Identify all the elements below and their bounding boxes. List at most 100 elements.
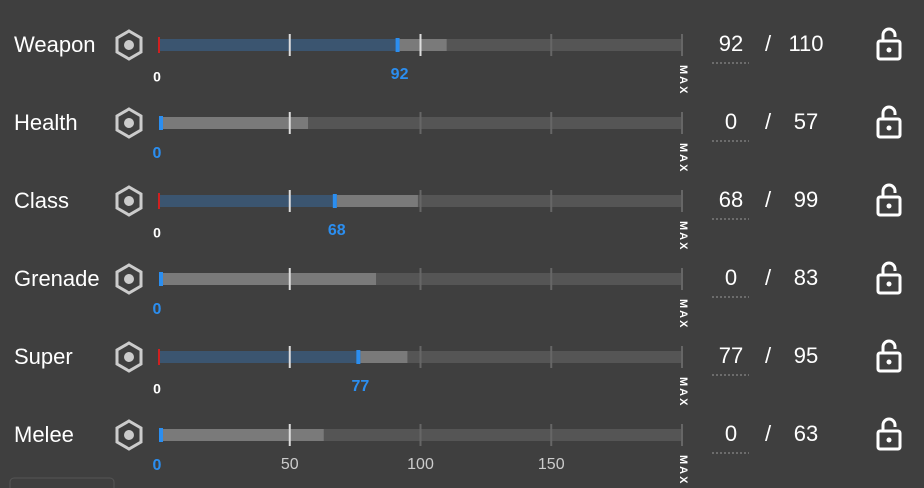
separator: / — [765, 421, 772, 446]
max-label: MAX — [677, 65, 689, 95]
value-label: 0 — [153, 457, 162, 474]
lock-hole — [886, 359, 892, 365]
icon-shape — [115, 107, 143, 139]
lock-shackle — [881, 417, 897, 431]
icon-shape — [115, 185, 143, 217]
bar-value — [159, 195, 337, 207]
current-value: 77 — [719, 343, 743, 368]
value-label: 0 — [153, 145, 162, 162]
value-marker — [356, 350, 361, 364]
stat-name: Grenade — [14, 266, 100, 291]
current-value: 68 — [719, 187, 743, 212]
icon-dot — [124, 274, 134, 284]
lock-body — [876, 351, 902, 373]
lock-body — [876, 195, 902, 217]
lock-body — [876, 273, 902, 295]
max-label: MAX — [677, 143, 689, 173]
max-value: 99 — [794, 187, 818, 212]
lock-button[interactable] — [876, 417, 902, 451]
icon-shape — [115, 263, 143, 295]
lock-body — [876, 39, 902, 61]
lock-shackle — [881, 261, 897, 275]
value-label: 77 — [351, 378, 369, 395]
value-marker — [159, 428, 163, 442]
bar-value — [159, 39, 400, 51]
value-label: 0 — [153, 301, 162, 318]
icon-dot — [124, 352, 134, 362]
separator: / — [765, 265, 772, 290]
lock-button[interactable] — [876, 261, 902, 295]
separator: / — [765, 343, 772, 368]
icon-shape — [115, 29, 143, 61]
current-value: 0 — [725, 109, 737, 134]
icon-dot — [124, 40, 134, 50]
lock-shackle — [881, 27, 897, 41]
lock-hole — [886, 203, 892, 209]
lock-button[interactable] — [876, 105, 902, 139]
icon-shape — [115, 341, 143, 373]
lock-body — [876, 429, 902, 451]
current-value: 0 — [725, 421, 737, 446]
stat-name: Health — [14, 110, 78, 135]
icon-dot — [124, 430, 134, 440]
bar-value — [159, 351, 361, 363]
value-marker — [332, 194, 337, 208]
stat-icon — [115, 29, 143, 61]
lock-body — [876, 117, 902, 139]
lock-shackle — [881, 183, 897, 197]
value-marker — [395, 38, 400, 52]
stat-icon — [115, 107, 143, 139]
max-label: MAX — [677, 377, 689, 407]
separator: / — [765, 31, 772, 56]
stat-icon — [115, 263, 143, 295]
max-value: 63 — [794, 421, 818, 446]
max-value: 95 — [794, 343, 818, 368]
max-value: 57 — [794, 109, 818, 134]
lock-button[interactable] — [876, 183, 902, 217]
stat-icon — [115, 419, 143, 451]
value-label: 68 — [328, 222, 346, 239]
stat-name: Super — [14, 344, 73, 369]
lock-button[interactable] — [876, 339, 902, 373]
stat-icon — [115, 341, 143, 373]
lock-hole — [886, 281, 892, 287]
max-value: 83 — [794, 265, 818, 290]
icon-dot — [124, 196, 134, 206]
bar-max — [159, 273, 377, 285]
stat-name: Melee — [14, 422, 74, 447]
zero-label: 0 — [153, 381, 161, 397]
stat-name: Weapon — [14, 32, 96, 57]
max-value: 110 — [788, 31, 823, 56]
bar-max — [159, 117, 309, 129]
max-label: MAX — [677, 455, 689, 485]
lock-shackle — [881, 105, 897, 119]
axis-tick-label: 150 — [538, 456, 565, 473]
value-marker — [159, 272, 163, 286]
value-label: 92 — [391, 66, 409, 83]
axis-tick-label: 50 — [281, 456, 299, 473]
icon-dot — [124, 118, 134, 128]
lock-hole — [886, 125, 892, 131]
zero-label: 0 — [153, 225, 161, 241]
value-marker — [159, 116, 163, 130]
stat-icon — [115, 185, 143, 217]
separator: / — [765, 187, 772, 212]
lock-hole — [886, 437, 892, 443]
bar-max — [159, 429, 324, 441]
separator: / — [765, 109, 772, 134]
lock-button[interactable] — [876, 27, 902, 61]
zero-label: 0 — [153, 69, 161, 85]
stat-name: Class — [14, 188, 69, 213]
icon-shape — [115, 419, 143, 451]
max-label: MAX — [677, 299, 689, 329]
max-label: MAX — [677, 221, 689, 251]
current-value: 92 — [719, 31, 743, 56]
current-value: 0 — [725, 265, 737, 290]
lock-hole — [886, 47, 892, 53]
footer-tab — [9, 477, 115, 488]
axis-tick-label: 100 — [407, 456, 434, 473]
lock-shackle — [881, 339, 897, 353]
